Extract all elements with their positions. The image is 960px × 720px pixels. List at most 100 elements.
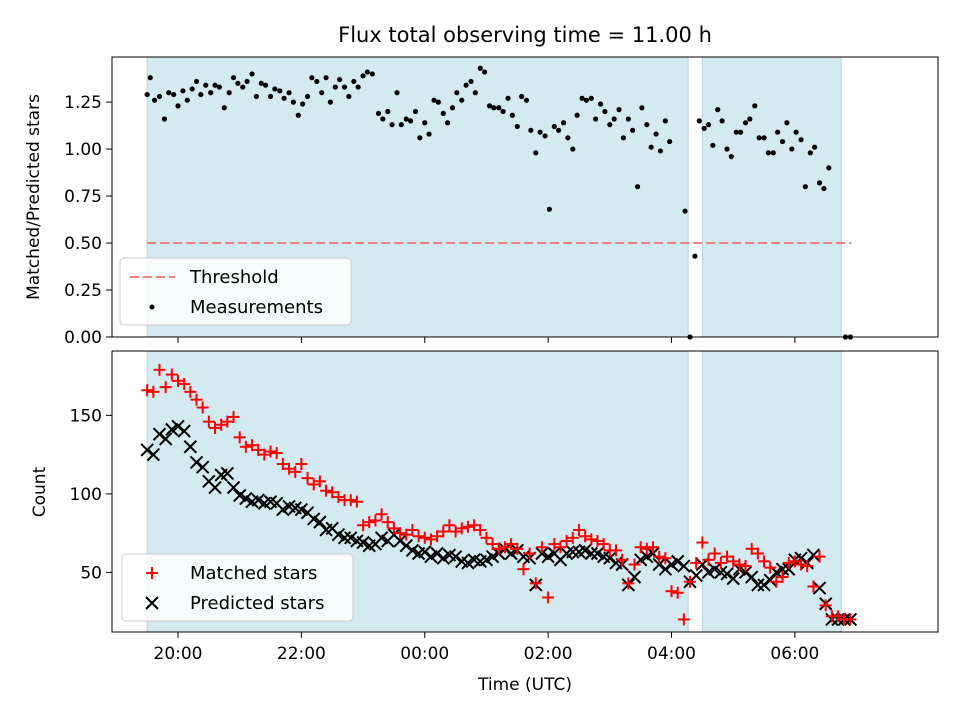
matched-star-point [505, 538, 518, 551]
measurement-point [546, 206, 552, 212]
measurement-point [235, 80, 241, 86]
matched-star-point [431, 530, 444, 543]
measurement-point [821, 185, 827, 192]
measurement-point [701, 125, 707, 132]
measurement-point [597, 101, 604, 107]
legend-predicted-swatch [145, 596, 159, 610]
matched-star-point [597, 538, 610, 551]
predicted-star-point [393, 534, 407, 548]
measurement-point [477, 65, 483, 71]
matched-star-point [215, 418, 228, 431]
matched-star-point [585, 533, 598, 546]
matched-star-point [283, 462, 296, 475]
ratio-panel: 0.00 0.25 0.50 0.75 1.00 1.25 Matched/Predict… [24, 56, 939, 348]
legend-matched-label: Matched stars [190, 563, 317, 584]
measurement-point [560, 120, 567, 126]
measurement-point [692, 253, 698, 259]
measurement-point [189, 86, 195, 92]
matched-star-point [739, 560, 752, 573]
matched-star-point [572, 523, 585, 536]
matched-star-point [344, 494, 357, 507]
measurement-point [620, 135, 626, 141]
predicted-star-point [652, 557, 666, 572]
predicted-star-point [670, 554, 685, 569]
predicted-star-point [627, 570, 642, 584]
matched-star-point [424, 533, 437, 546]
predicted-star-point [603, 551, 617, 565]
legend-matched-swatch [146, 567, 158, 579]
measurement-point [728, 153, 734, 160]
predicted-star-point [430, 546, 444, 561]
predicted-star-point [220, 466, 235, 481]
measurement-point [281, 95, 287, 101]
measurement-point [272, 86, 278, 92]
matched-star-point [486, 538, 499, 551]
matched-star-point [542, 591, 555, 604]
measurement-point [528, 127, 534, 133]
count-legend-box [121, 553, 354, 622]
measurement-point [389, 122, 395, 128]
matched-star-point [276, 458, 289, 471]
legend-measurements-label: Measurements [190, 297, 323, 318]
measurement-point [212, 82, 218, 88]
predicted-star-point [183, 440, 198, 454]
ratio-panel-frame [111, 56, 939, 338]
measurement-point [514, 123, 520, 130]
matched-star-point [387, 522, 400, 535]
time-x-tick-label: 22:00 [277, 644, 326, 664]
measurement-point [426, 131, 432, 137]
matched-star-point [159, 381, 172, 394]
matched-star-point [579, 530, 592, 543]
measurement-point [355, 84, 361, 90]
matched-star-point [289, 465, 302, 478]
matched-star-point [172, 374, 185, 387]
measurement-point [648, 144, 654, 150]
matched-star-point [776, 571, 789, 584]
predicted-star-point [399, 538, 413, 553]
matched-star-point [363, 516, 376, 529]
matched-star-point [770, 575, 783, 588]
ratio-x-ticks [177, 337, 796, 343]
matched-star-point [653, 550, 666, 563]
predicted-star-point [448, 549, 463, 564]
matched-star-point [560, 534, 573, 547]
measurement-point [203, 82, 209, 88]
matched-star-point [233, 431, 246, 444]
matched-star-point [202, 415, 215, 428]
predicted-star-point [763, 573, 777, 587]
matched-star-point [782, 556, 795, 569]
measurement-point [705, 122, 712, 128]
predicted-star-point [738, 565, 753, 580]
measurement-point [193, 78, 200, 85]
measurement-point [644, 122, 650, 128]
matched-star-point [807, 580, 820, 593]
time-x-tick-label: 02:00 [524, 644, 573, 664]
measurement-point [394, 90, 400, 96]
matched-star-point [437, 525, 450, 538]
measurement-point [579, 95, 585, 101]
matched-star-point [295, 458, 308, 471]
measurement-point [341, 84, 348, 90]
measurement-point [537, 129, 543, 135]
ratio-y-label: Matched/Predicted stars [24, 94, 44, 300]
measurement-point [519, 93, 525, 100]
matched-star-point [165, 368, 178, 381]
legend-predicted-label: Predicted stars [190, 593, 324, 614]
predicted-star-point [726, 571, 740, 586]
predicted-star-point [775, 562, 790, 576]
measurement-point [593, 116, 599, 122]
measurement-point [403, 116, 409, 122]
measurement-point [422, 120, 428, 126]
matched-star-point [418, 531, 431, 544]
measurement-point [360, 73, 366, 79]
measurement-point [625, 116, 631, 122]
measurement-point [323, 75, 329, 81]
matched-star-point [665, 585, 678, 598]
matched-star-point [795, 558, 808, 571]
matched-star-point [801, 560, 814, 573]
measurement-point [765, 150, 771, 156]
measurement-point [667, 138, 673, 145]
measurement-point [715, 107, 721, 113]
predicted-star-point [584, 546, 599, 561]
measurement-point [756, 135, 762, 141]
